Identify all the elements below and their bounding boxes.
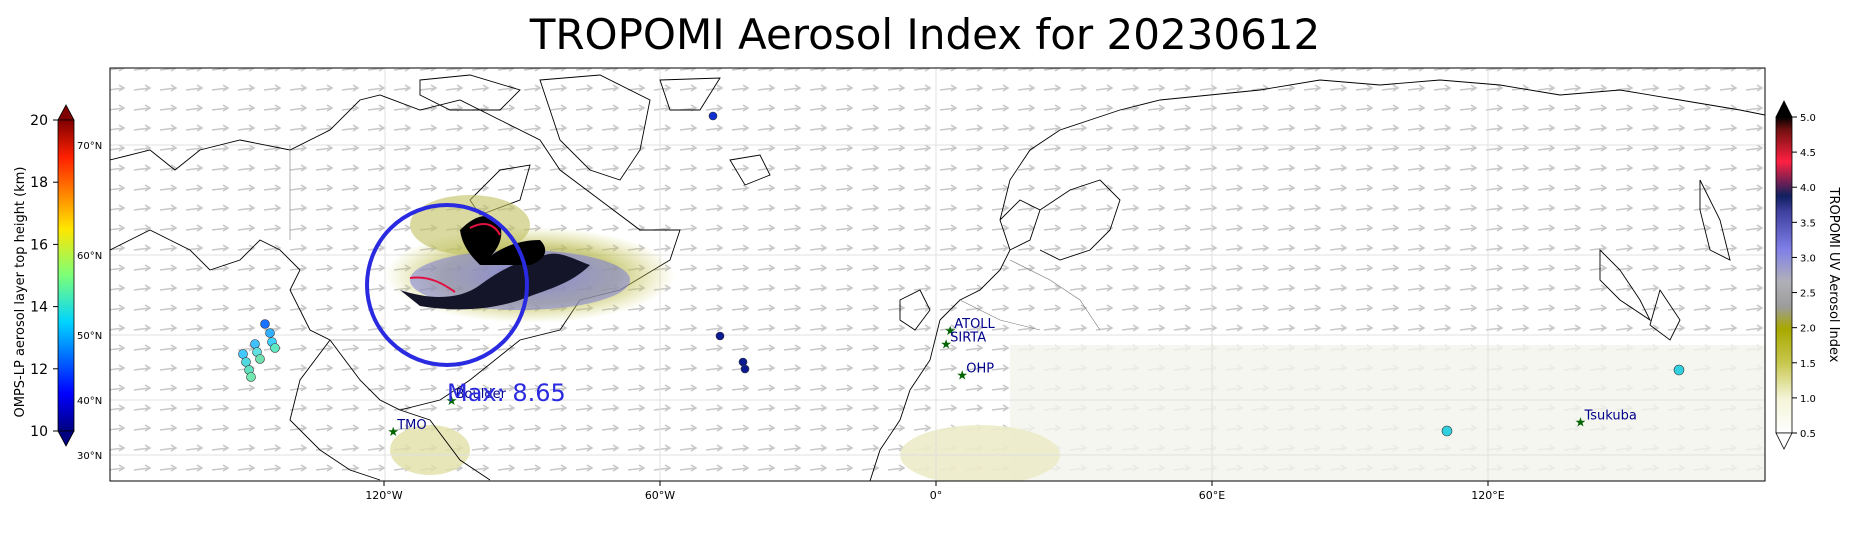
right-colorbar-label: TROPOMI UV Aerosol Index bbox=[1826, 187, 1841, 363]
right-tick-label: 0.5 bbox=[1800, 429, 1816, 440]
borders bbox=[289, 145, 1101, 341]
right-colorbar: 0.5 1.0 1.5 2.0 2.5 3.0 3.5 4.0 4.5 5.0 TROPOMI U… bbox=[1775, 100, 1841, 450]
aerosol-background-asia bbox=[1010, 345, 1765, 481]
latitude-label: 50°N bbox=[77, 331, 102, 342]
station-star: ★ bbox=[944, 324, 956, 339]
left-tick-label: 10 bbox=[30, 424, 48, 440]
right-tick-label: 2.0 bbox=[1800, 324, 1816, 335]
right-tick-label: 3.5 bbox=[1800, 218, 1816, 229]
map-frame bbox=[109, 67, 1766, 482]
right-colorbar-ticks: 0.5 1.0 1.5 2.0 2.5 3.0 3.5 4.0 4.5 5.0 bbox=[1792, 113, 1816, 440]
station-label: Tsukuba bbox=[1583, 408, 1636, 423]
right-tick-label: 4.0 bbox=[1800, 183, 1816, 194]
x-tick-label: 120°W bbox=[365, 489, 402, 502]
longitude-axis: 120°W 60°W 0° 60°E 120°E bbox=[365, 481, 1505, 502]
right-tick-label: 2.5 bbox=[1800, 289, 1816, 300]
map-title: TROPOMI Aerosol Index for 20230612 bbox=[529, 10, 1321, 59]
station-star: ★ bbox=[446, 394, 458, 409]
left-colorbar-ticks: 10 12 14 16 18 20 bbox=[30, 113, 58, 440]
station-label: SIRTA bbox=[950, 330, 986, 345]
left-tick-label: 14 bbox=[30, 300, 48, 316]
x-tick-label: 60°E bbox=[1199, 489, 1225, 502]
station-star: ★ bbox=[387, 425, 399, 440]
right-tick-label: 1.5 bbox=[1800, 359, 1816, 370]
latitude-label: 70°N bbox=[77, 141, 102, 152]
left-colorbar: 10 12 14 16 18 20 OMPS-LP aerosol layer top h… bbox=[13, 104, 102, 462]
left-tick-label: 20 bbox=[30, 113, 48, 129]
x-tick-label: 120°E bbox=[1471, 489, 1504, 502]
left-tick-label: 18 bbox=[30, 175, 48, 191]
left-tick-label: 12 bbox=[30, 362, 48, 378]
aerosol-sahara bbox=[900, 425, 1060, 481]
station-label: ATOLL bbox=[954, 317, 995, 332]
aerosol-mexico bbox=[390, 425, 470, 475]
station-label: TMO bbox=[396, 418, 426, 433]
right-tick-label: 5.0 bbox=[1800, 113, 1816, 124]
max-value-label: Max: 8.65 bbox=[447, 379, 566, 407]
station-star: ★ bbox=[956, 369, 968, 384]
station-label: OHP bbox=[966, 362, 994, 377]
latitude-labels: 70°N 60°N 50°N 40°N 30°N bbox=[77, 141, 102, 462]
map-panel: ★TMO★Boulder★ATOLL★SIRTA★OHP★Tsukuba Max… bbox=[110, 68, 1765, 481]
left-tick-label: 16 bbox=[30, 237, 48, 253]
x-tick-label: 60°W bbox=[645, 489, 675, 502]
latitude-label: 30°N bbox=[77, 451, 102, 462]
station-markers: ★TMO★Boulder★ATOLL★SIRTA★OHP★Tsukuba bbox=[387, 317, 1636, 440]
latitude-label: 40°N bbox=[77, 396, 102, 407]
station-star: ★ bbox=[940, 337, 952, 352]
station-star: ★ bbox=[1575, 415, 1587, 430]
right-tick-label: 4.5 bbox=[1800, 148, 1816, 159]
station-label: Boulder bbox=[456, 387, 507, 402]
x-tick-label: 0° bbox=[930, 489, 943, 502]
right-tick-label: 1.0 bbox=[1800, 394, 1816, 405]
latitude-label: 60°N bbox=[77, 251, 102, 262]
smoke-plume bbox=[385, 195, 675, 323]
max-aerosol-circle bbox=[365, 203, 529, 367]
left-colorbar-label: OMPS-LP aerosol layer top height (km) bbox=[13, 167, 28, 418]
omps-markers bbox=[238, 111, 1685, 437]
right-tick-label: 3.0 bbox=[1800, 253, 1816, 264]
